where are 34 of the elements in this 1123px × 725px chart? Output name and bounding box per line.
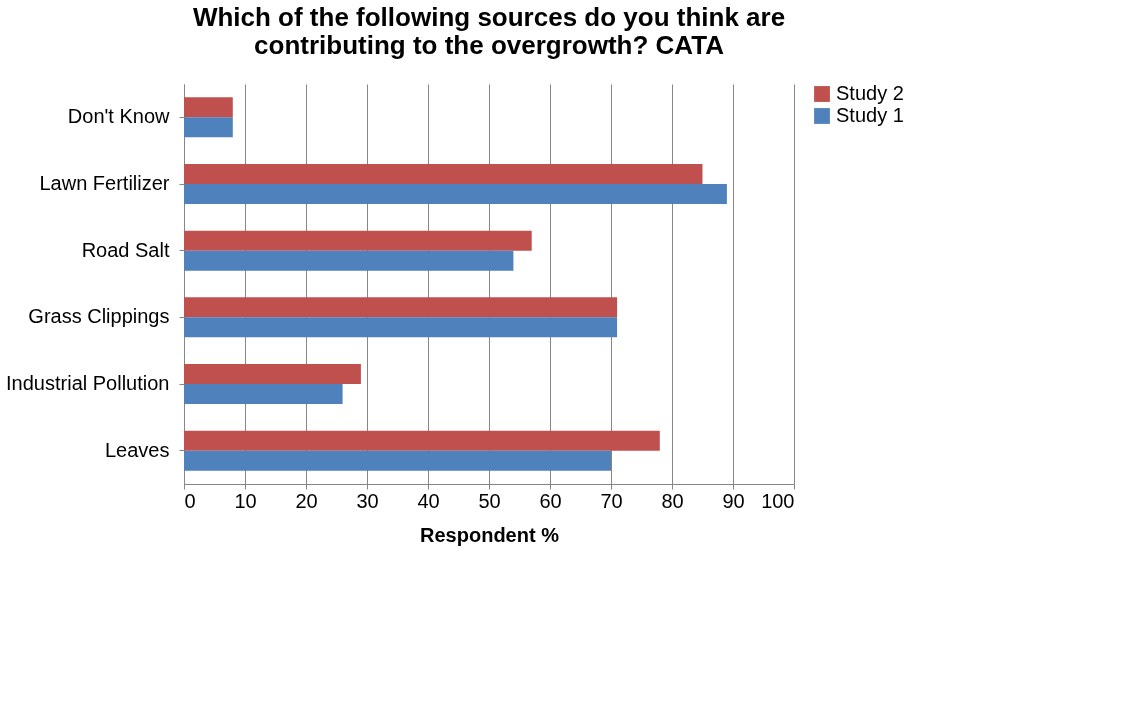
x-axis-title: Respondent % (420, 523, 560, 546)
bar (184, 117, 233, 138)
legend-label: Study 2 (836, 82, 904, 104)
y-tick-label: Grass Clippings (28, 305, 170, 328)
y-tick-label: Industrial Pollution (6, 372, 170, 394)
x-tick-label: 30 (356, 489, 379, 512)
y-tick-label: Don't Know (67, 105, 171, 128)
y-tick-label: Leaves (105, 438, 170, 461)
x-tick-label: 100 (761, 489, 795, 512)
x-tick-label: 60 (539, 489, 562, 512)
y-tick-label: Lawn Fertilizer (39, 172, 170, 194)
bar (184, 364, 361, 384)
x-tick-label: 90 (722, 489, 745, 512)
x-tick-label: 50 (478, 489, 501, 512)
text: contributing to the overgrowth? CATA (254, 30, 724, 60)
bar (184, 97, 233, 118)
bar (184, 450, 611, 471)
x-tick-label: 0 (184, 489, 196, 512)
bar (184, 430, 660, 451)
bar (184, 297, 618, 318)
x-tick-label: 80 (661, 489, 684, 512)
x-tick-label: 10 (234, 489, 257, 512)
x-tick-label: 20 (295, 489, 318, 512)
bar (184, 230, 532, 251)
bar (184, 317, 618, 338)
y-tick-label: Road Salt (81, 238, 170, 261)
bar (184, 184, 727, 204)
legend-label: Study 1 (836, 104, 904, 126)
bar (184, 384, 343, 404)
text: Which of the following sources do you think are (192, 2, 786, 32)
bar (184, 250, 514, 271)
x-tick-label: 70 (600, 489, 623, 512)
bar (184, 164, 703, 184)
x-tick-label: 40 (417, 489, 440, 512)
